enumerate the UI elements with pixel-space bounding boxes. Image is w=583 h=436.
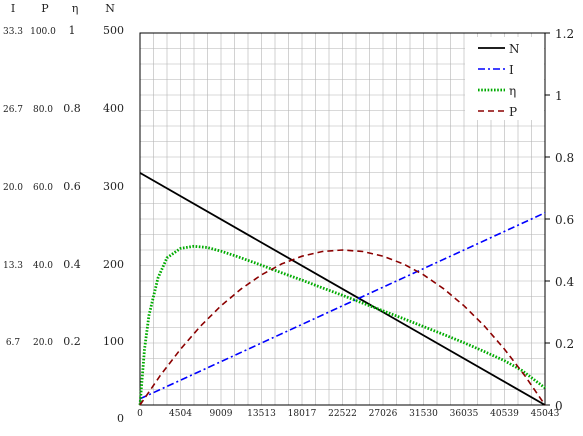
series-line-P bbox=[139, 249, 546, 406]
x-tick-label: 9009 bbox=[210, 409, 233, 419]
N-tick-label: 500 bbox=[103, 24, 124, 37]
legend-label-I: I bbox=[509, 63, 514, 77]
left-axis-header: N bbox=[105, 2, 115, 15]
x-tick-label: 18017 bbox=[288, 409, 317, 419]
N-tick-label: 0 bbox=[117, 412, 124, 425]
P-tick-label: 40.0 bbox=[33, 261, 53, 271]
P-tick-label: 20.0 bbox=[33, 338, 53, 348]
P-tick-label: 100.0 bbox=[30, 27, 56, 37]
legend-label-eta: η bbox=[509, 84, 516, 98]
I-tick-label: 13.3 bbox=[3, 261, 23, 271]
x-tick-label: 45043 bbox=[531, 409, 560, 419]
eta-tick-label: 0.6 bbox=[63, 180, 81, 193]
I-tick-label: 6.7 bbox=[6, 338, 21, 348]
right-axis-tick-label: 0.6 bbox=[555, 213, 574, 227]
eta-tick-label: 0.4 bbox=[63, 258, 81, 271]
right-axis-tick-label: 1 bbox=[555, 89, 563, 103]
N-tick-label: 400 bbox=[103, 102, 124, 115]
eta-tick-label: 1 bbox=[69, 24, 76, 37]
right-axis-tick-label: 1.2 bbox=[555, 27, 574, 41]
I-tick-label: 26.7 bbox=[3, 105, 23, 115]
eta-tick-label: 0.2 bbox=[63, 335, 81, 348]
I-tick-label: 33.3 bbox=[3, 27, 23, 37]
x-tick-label: 27026 bbox=[369, 409, 398, 419]
N-tick-label: 300 bbox=[103, 180, 124, 193]
x-tick-label: 13513 bbox=[247, 409, 276, 419]
legend-box bbox=[465, 37, 544, 120]
series-line-eta bbox=[138, 244, 546, 406]
left-axis-header: P bbox=[41, 2, 49, 15]
series-line-N bbox=[139, 172, 546, 406]
x-tick-label: 36035 bbox=[450, 409, 479, 419]
legend-label-P: P bbox=[509, 105, 517, 119]
x-tick-label: 0 bbox=[137, 409, 143, 419]
x-tick-label: 22522 bbox=[328, 409, 357, 419]
series-line-I bbox=[139, 212, 546, 400]
left-axis-header: I bbox=[11, 2, 15, 15]
x-tick-label: 31530 bbox=[409, 409, 438, 419]
N-tick-label: 100 bbox=[103, 335, 124, 348]
right-axis-tick-label: 0.8 bbox=[555, 151, 574, 165]
P-tick-label: 60.0 bbox=[33, 183, 53, 193]
x-tick-label: 4504 bbox=[169, 409, 192, 419]
x-tick-label: 40539 bbox=[490, 409, 519, 419]
N-tick-label: 200 bbox=[103, 258, 124, 271]
x-axis: 0 4504 9009 13513 18017 22522 27026 31530 36035 4… bbox=[137, 409, 559, 419]
grid bbox=[140, 33, 545, 405]
right-axis-tick-label: 0 bbox=[555, 399, 563, 413]
legend-label-N: N bbox=[509, 42, 520, 56]
left-axis-header: η bbox=[72, 2, 79, 15]
eta-tick-label: 0.8 bbox=[63, 102, 81, 115]
right-axis-tick-label: 0.2 bbox=[555, 337, 574, 351]
right-axis: 1.2 1 0.8 0.6 0.4 0.2 0 bbox=[545, 27, 574, 413]
I-tick-label: 20.0 bbox=[3, 183, 23, 193]
P-tick-label: 80.0 bbox=[33, 105, 53, 115]
right-axis-tick-label: 0.4 bbox=[555, 275, 574, 289]
series-lines bbox=[138, 172, 546, 406]
